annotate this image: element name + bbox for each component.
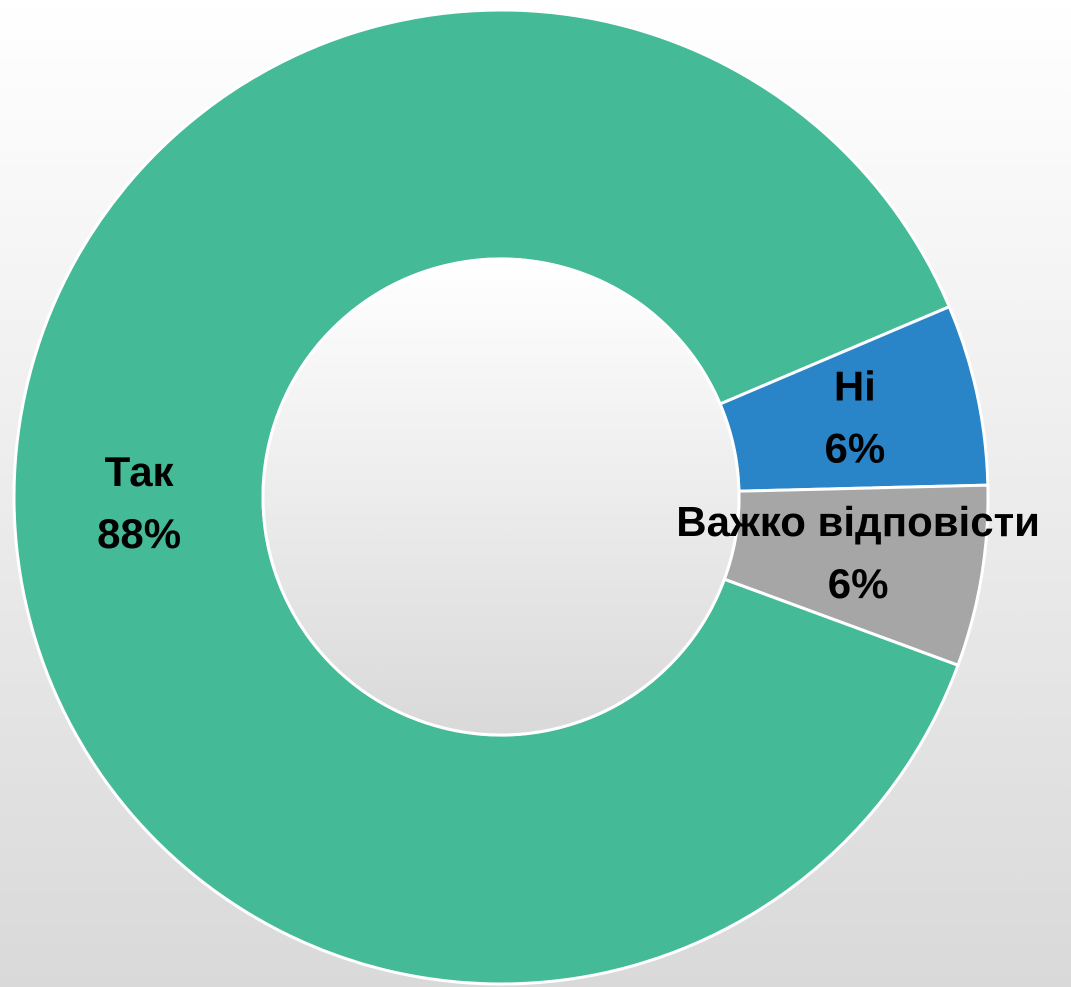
slice-value-label: 6% [824,425,885,472]
labels: Так 88% Ні 6% Важко відповісти 6% [97,363,1040,608]
slice-value-label: 88% [97,510,181,557]
slice-value-label: 6% [828,560,889,607]
slice-category-label: Ні [834,363,876,410]
slice-category-label: Важко відповісти [676,498,1040,545]
donut-hole [261,257,741,737]
slices [12,8,990,986]
slice-category-label: Так [105,448,175,495]
